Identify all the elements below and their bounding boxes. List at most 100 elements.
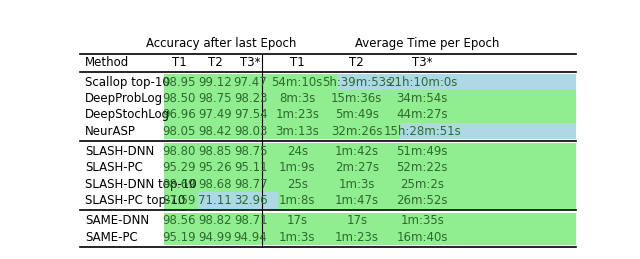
Text: T1: T1: [290, 56, 305, 69]
Bar: [164, 90, 198, 107]
Bar: [164, 176, 198, 192]
Text: DeepStochLog: DeepStochLog: [85, 108, 170, 121]
Bar: [164, 107, 198, 123]
Text: 51m:49s: 51m:49s: [397, 145, 448, 158]
Text: 25m:2s: 25m:2s: [400, 178, 444, 191]
Text: 94.94: 94.94: [234, 231, 268, 244]
Bar: [235, 123, 278, 139]
Bar: [337, 123, 400, 139]
Text: T1: T1: [172, 56, 187, 69]
Text: SAME-PC: SAME-PC: [85, 231, 138, 244]
Bar: [278, 90, 337, 107]
Text: 87.59: 87.59: [163, 194, 196, 207]
Bar: [235, 107, 278, 123]
Bar: [400, 123, 576, 139]
Text: 98.69: 98.69: [163, 178, 196, 191]
Text: 98.42: 98.42: [198, 125, 232, 138]
Text: 98.71: 98.71: [234, 214, 268, 227]
Text: 94.99: 94.99: [198, 231, 232, 244]
Bar: [400, 74, 576, 90]
Bar: [400, 107, 576, 123]
Text: 32m:26s: 32m:26s: [331, 125, 383, 138]
Bar: [337, 176, 400, 192]
Bar: [337, 90, 400, 107]
Text: 1m:23s: 1m:23s: [335, 231, 379, 244]
Text: 98.68: 98.68: [198, 178, 232, 191]
Text: 1m:47s: 1m:47s: [335, 194, 379, 207]
Bar: [164, 143, 198, 160]
Text: Method: Method: [85, 56, 129, 69]
Bar: [235, 160, 278, 176]
Text: 95.29: 95.29: [163, 161, 196, 174]
Text: 98.03: 98.03: [234, 125, 268, 138]
Text: SLASH-DNN: SLASH-DNN: [85, 145, 154, 158]
Bar: [198, 90, 235, 107]
Text: 98.95: 98.95: [163, 76, 196, 89]
Bar: [164, 160, 198, 176]
Bar: [164, 123, 198, 139]
Text: 95.19: 95.19: [163, 231, 196, 244]
Bar: [278, 229, 337, 246]
Text: 32.96: 32.96: [234, 194, 268, 207]
Text: 95.26: 95.26: [198, 161, 232, 174]
Text: 16m:40s: 16m:40s: [397, 231, 448, 244]
Bar: [337, 143, 400, 160]
Text: 15h:28m:51s: 15h:28m:51s: [383, 125, 461, 138]
Text: 97.54: 97.54: [234, 108, 268, 121]
Bar: [400, 90, 576, 107]
Bar: [278, 160, 337, 176]
Bar: [164, 74, 198, 90]
Bar: [164, 213, 198, 229]
Bar: [400, 192, 576, 209]
Text: 1m:8s: 1m:8s: [279, 194, 316, 207]
Text: 1m:9s: 1m:9s: [279, 161, 316, 174]
Text: 1m:23s: 1m:23s: [275, 108, 319, 121]
Text: Accuracy after last Epoch: Accuracy after last Epoch: [146, 37, 296, 49]
Bar: [164, 192, 198, 209]
Text: 52m:22s: 52m:22s: [397, 161, 448, 174]
Bar: [235, 192, 278, 209]
Text: Average Time per Epoch: Average Time per Epoch: [355, 37, 499, 49]
Bar: [337, 74, 400, 90]
Text: 34m:54s: 34m:54s: [397, 92, 448, 105]
Text: 21h:10m:0s: 21h:10m:0s: [387, 76, 458, 89]
Text: DeepProbLog: DeepProbLog: [85, 92, 163, 105]
Text: SLASH-PC top-10: SLASH-PC top-10: [85, 194, 185, 207]
Bar: [400, 229, 576, 246]
Text: 96.96: 96.96: [163, 108, 196, 121]
Text: 26m:52s: 26m:52s: [397, 194, 448, 207]
Text: 98.56: 98.56: [163, 214, 196, 227]
Text: 1m:42s: 1m:42s: [335, 145, 379, 158]
Bar: [337, 160, 400, 176]
Text: 98.85: 98.85: [198, 145, 232, 158]
Bar: [337, 107, 400, 123]
Text: SAME-DNN: SAME-DNN: [85, 214, 149, 227]
Bar: [198, 107, 235, 123]
Bar: [198, 143, 235, 160]
Bar: [278, 107, 337, 123]
Bar: [337, 229, 400, 246]
Bar: [164, 229, 198, 246]
Text: 98.05: 98.05: [163, 125, 196, 138]
Bar: [235, 176, 278, 192]
Text: T2: T2: [207, 56, 222, 69]
Bar: [278, 176, 337, 192]
Text: SLASH-PC: SLASH-PC: [85, 161, 143, 174]
Text: Scallop top-10: Scallop top-10: [85, 76, 170, 89]
Bar: [278, 213, 337, 229]
Text: 99.12: 99.12: [198, 76, 232, 89]
Text: 1m:35s: 1m:35s: [400, 214, 444, 227]
Bar: [235, 74, 278, 90]
Text: 5m:49s: 5m:49s: [335, 108, 379, 121]
Bar: [198, 160, 235, 176]
Bar: [337, 213, 400, 229]
Text: 5h:39m:53s: 5h:39m:53s: [322, 76, 392, 89]
Bar: [278, 192, 337, 209]
Bar: [198, 192, 235, 209]
Bar: [235, 90, 278, 107]
Text: 17s: 17s: [287, 214, 308, 227]
Bar: [198, 123, 235, 139]
Text: T3*: T3*: [412, 56, 433, 69]
Text: 98.75: 98.75: [198, 92, 232, 105]
Text: T2: T2: [349, 56, 364, 69]
